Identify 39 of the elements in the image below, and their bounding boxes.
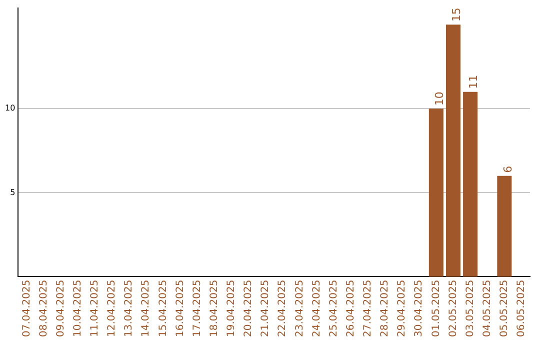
data-label: 10: [433, 92, 446, 106]
x-tick-label: 13.04.2025: [124, 280, 135, 338]
x-tick-label: 01.05.2025: [430, 280, 442, 338]
x-tick-label: 27.04.2025: [362, 280, 374, 338]
x-tick-label: 21.04.2025: [260, 280, 272, 338]
x-tick-label: 16.04.2025: [174, 280, 186, 338]
bar: [446, 24, 460, 277]
x-tick-label: 24.04.2025: [311, 280, 322, 338]
x-tick-label: 12.04.2025: [106, 280, 118, 338]
x-tick-label: 08.04.2025: [38, 280, 50, 338]
x-tick-label: 14.04.2025: [140, 280, 152, 338]
bar: [428, 108, 444, 277]
x-tick-label: 09.04.2025: [55, 280, 66, 338]
x-tick-label: 20.04.2025: [243, 280, 254, 338]
x-tick-label: 28.04.2025: [380, 280, 391, 338]
x-tick-label: 03.05.2025: [464, 280, 476, 338]
x-tick-label: 11.04.2025: [90, 280, 101, 338]
data-label: 15: [450, 8, 464, 22]
data-label: 6: [501, 166, 514, 173]
x-tick-label: 04.05.2025: [482, 280, 493, 338]
x-tick-label: 07.04.2025: [21, 280, 32, 338]
y-tick-label: 5: [10, 188, 16, 197]
x-tick-label: 30.04.2025: [414, 280, 425, 338]
bar: [463, 92, 478, 277]
x-tick-label: 17.04.2025: [192, 280, 203, 338]
x-tick-label: 19.04.2025: [226, 280, 238, 338]
x-tick-label: 26.04.2025: [345, 280, 356, 338]
x-tick-label: 25.04.2025: [328, 280, 340, 338]
x-tick-label: 05.05.2025: [499, 280, 510, 338]
x-tick-label: 10.04.2025: [72, 280, 84, 338]
x-tick-label: 23.04.2025: [294, 280, 306, 338]
x-tick-label: 02.05.2025: [448, 280, 459, 338]
data-label: 11: [467, 74, 480, 89]
x-tick-label: 22.04.2025: [277, 280, 288, 338]
x-tick-label: 18.04.2025: [208, 280, 220, 338]
x-tick-label: 06.05.2025: [516, 280, 528, 338]
x-tick-label: 29.04.2025: [396, 280, 408, 338]
bar: [497, 176, 512, 277]
x-tick-label: 15.04.2025: [158, 280, 169, 338]
